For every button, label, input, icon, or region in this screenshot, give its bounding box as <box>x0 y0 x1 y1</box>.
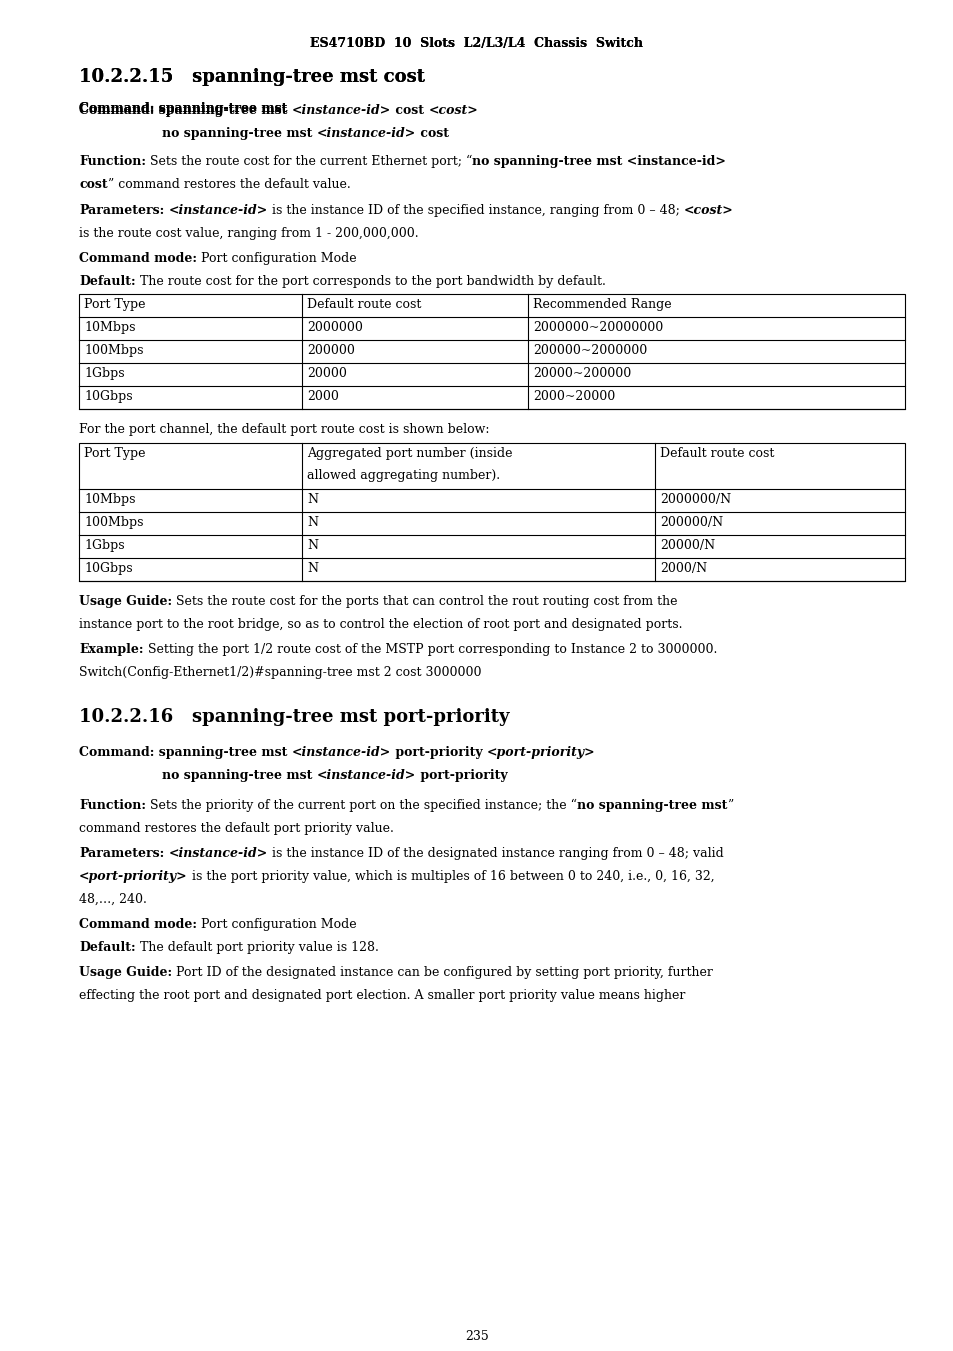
Text: <cost>: <cost> <box>682 204 732 218</box>
Text: no spanning-tree mst <instance-id>: no spanning-tree mst <instance-id> <box>472 155 725 168</box>
Text: Sets the priority of the current port on the specified instance; the “: Sets the priority of the current port on… <box>146 798 577 812</box>
Text: 200000/N: 200000/N <box>659 516 722 530</box>
Text: allowed aggregating number).: allowed aggregating number). <box>307 469 499 482</box>
Text: N: N <box>307 493 317 507</box>
Text: Default route cost: Default route cost <box>307 299 421 311</box>
Bar <box>79 443 904 581</box>
Text: Parameters:: Parameters: <box>79 847 164 861</box>
Text: no spanning-tree mst: no spanning-tree mst <box>162 127 316 141</box>
Text: 2000000/N: 2000000/N <box>659 493 730 507</box>
Text: <port-priority>: <port-priority> <box>79 870 188 884</box>
Text: Switch(Config-Ethernet1/2)#spanning-tree mst 2 cost 3000000: Switch(Config-Ethernet1/2)#spanning-tree… <box>79 666 481 680</box>
Text: Port configuration Mode: Port configuration Mode <box>196 253 356 265</box>
Text: Usage Guide:: Usage Guide: <box>79 966 172 979</box>
Text: <cost>: <cost> <box>428 104 477 118</box>
Text: Command: spanning-tree mst: Command: spanning-tree mst <box>79 104 292 118</box>
Text: no spanning-tree mst: no spanning-tree mst <box>162 769 316 782</box>
Text: 20000/N: 20000/N <box>659 539 715 553</box>
Text: is the port priority value, which is multiples of 16 between 0 to 240, i.e., 0, : is the port priority value, which is mul… <box>188 870 714 884</box>
Text: 10Mbps: 10Mbps <box>84 493 135 507</box>
Text: 2000000~20000000: 2000000~20000000 <box>533 322 662 334</box>
Text: <instance-id>: <instance-id> <box>316 127 416 141</box>
Text: 1Gbps: 1Gbps <box>84 367 125 380</box>
Text: <instance-id>: <instance-id> <box>168 847 267 861</box>
Text: port-priority: port-priority <box>391 746 486 759</box>
Text: 10Gbps: 10Gbps <box>84 390 132 403</box>
Text: <instance-id>: <instance-id> <box>292 746 391 759</box>
Text: cost: cost <box>391 104 428 118</box>
Text: The route cost for the port corresponds to the port bandwidth by default.: The route cost for the port corresponds … <box>135 276 605 288</box>
Text: Default:: Default: <box>79 276 135 288</box>
Text: Recommended Range: Recommended Range <box>533 299 671 311</box>
Text: Port ID of the designated instance can be configured by setting port priority, f: Port ID of the designated instance can b… <box>172 966 712 979</box>
Text: Function:: Function: <box>79 155 146 168</box>
Text: Port Type: Port Type <box>84 447 146 459</box>
Text: Sets the route cost for the ports that can control the rout routing cost from th: Sets the route cost for the ports that c… <box>172 594 677 608</box>
Text: 200000~2000000: 200000~2000000 <box>533 345 646 357</box>
Text: 235: 235 <box>465 1329 488 1343</box>
Text: Command: spanning-tree mst: Command: spanning-tree mst <box>79 101 292 115</box>
Text: is the route cost value, ranging from 1 - 200,000,000.: is the route cost value, ranging from 1 … <box>79 227 418 240</box>
Text: 200000: 200000 <box>307 345 355 357</box>
Text: <instance-id>: <instance-id> <box>168 204 267 218</box>
Text: 1Gbps: 1Gbps <box>84 539 125 553</box>
Text: Default:: Default: <box>79 942 135 954</box>
Text: ES4710BD  10  Slots  L2/L3/L4  Chassis  Switch: ES4710BD 10 Slots L2/L3/L4 Chassis Switc… <box>310 36 643 50</box>
Text: 10.2.2.16   spanning-tree mst port-priority: 10.2.2.16 spanning-tree mst port-priorit… <box>79 708 509 725</box>
Text: 20000~200000: 20000~200000 <box>533 367 631 380</box>
Text: port-priority: port-priority <box>416 769 507 782</box>
Text: command restores the default port priority value.: command restores the default port priori… <box>79 821 394 835</box>
Text: Parameters:: Parameters: <box>79 204 164 218</box>
Text: Command: spanning-tree mst: Command: spanning-tree mst <box>79 746 292 759</box>
Text: Command mode:: Command mode: <box>79 917 196 931</box>
Text: 20000: 20000 <box>307 367 347 380</box>
Bar <box>79 295 904 409</box>
Text: 100Mbps: 100Mbps <box>84 345 143 357</box>
Text: Port Type: Port Type <box>84 299 146 311</box>
Text: ”: ” <box>726 798 733 812</box>
Text: Sets the route cost for the current Ethernet port; “: Sets the route cost for the current Ethe… <box>146 155 472 169</box>
Text: Port configuration Mode: Port configuration Mode <box>196 917 356 931</box>
Text: Aggregated port number (inside: Aggregated port number (inside <box>307 447 512 459</box>
Text: 2000/N: 2000/N <box>659 562 706 576</box>
Text: 2000: 2000 <box>307 390 338 403</box>
Text: no spanning-tree mst: no spanning-tree mst <box>577 798 726 812</box>
Text: <port-priority>: <port-priority> <box>486 746 595 759</box>
Text: The default port priority value is 128.: The default port priority value is 128. <box>135 942 378 954</box>
Text: 10.2.2.15   spanning-tree mst cost: 10.2.2.15 spanning-tree mst cost <box>79 68 424 86</box>
Text: Setting the port 1/2 route cost of the MSTP port corresponding to Instance 2 to : Setting the port 1/2 route cost of the M… <box>143 643 716 657</box>
Text: Command: spanning-tree mst: Command: spanning-tree mst <box>79 101 292 115</box>
Text: N: N <box>307 562 317 576</box>
Text: Command mode:: Command mode: <box>79 253 196 265</box>
Text: cost: cost <box>416 127 449 141</box>
Text: 10.2.2.15   spanning-tree mst cost: 10.2.2.15 spanning-tree mst cost <box>79 68 424 86</box>
Text: 100Mbps: 100Mbps <box>84 516 143 530</box>
Text: Example:: Example: <box>79 643 143 657</box>
Text: instance port to the root bridge, so as to control the election of root port and: instance port to the root bridge, so as … <box>79 617 681 631</box>
Text: ES4710BD  10  Slots  L2/L3/L4  Chassis  Switch: ES4710BD 10 Slots L2/L3/L4 Chassis Switc… <box>310 36 643 50</box>
Text: Function:: Function: <box>79 798 146 812</box>
Text: Usage Guide:: Usage Guide: <box>79 594 172 608</box>
Text: For the port channel, the default port route cost is shown below:: For the port channel, the default port r… <box>79 423 489 436</box>
Text: is the instance ID of the designated instance ranging from 0 – 48; valid: is the instance ID of the designated ins… <box>267 847 722 861</box>
Text: is the instance ID of the specified instance, ranging from 0 – 48;: is the instance ID of the specified inst… <box>267 204 682 218</box>
Text: <instance-id>: <instance-id> <box>292 104 391 118</box>
Text: 48,…, 240.: 48,…, 240. <box>79 893 147 907</box>
Text: 2000000: 2000000 <box>307 322 362 334</box>
Text: 10Gbps: 10Gbps <box>84 562 132 576</box>
Text: N: N <box>307 539 317 553</box>
Text: 2000~20000: 2000~20000 <box>533 390 615 403</box>
Text: Default route cost: Default route cost <box>659 447 774 459</box>
Text: N: N <box>307 516 317 530</box>
Text: 10Mbps: 10Mbps <box>84 322 135 334</box>
Text: <instance-id>: <instance-id> <box>316 769 416 782</box>
Text: effecting the root port and designated port election. A smaller port priority va: effecting the root port and designated p… <box>79 989 684 1002</box>
Text: cost: cost <box>79 178 108 190</box>
Text: ” command restores the default value.: ” command restores the default value. <box>108 178 350 190</box>
